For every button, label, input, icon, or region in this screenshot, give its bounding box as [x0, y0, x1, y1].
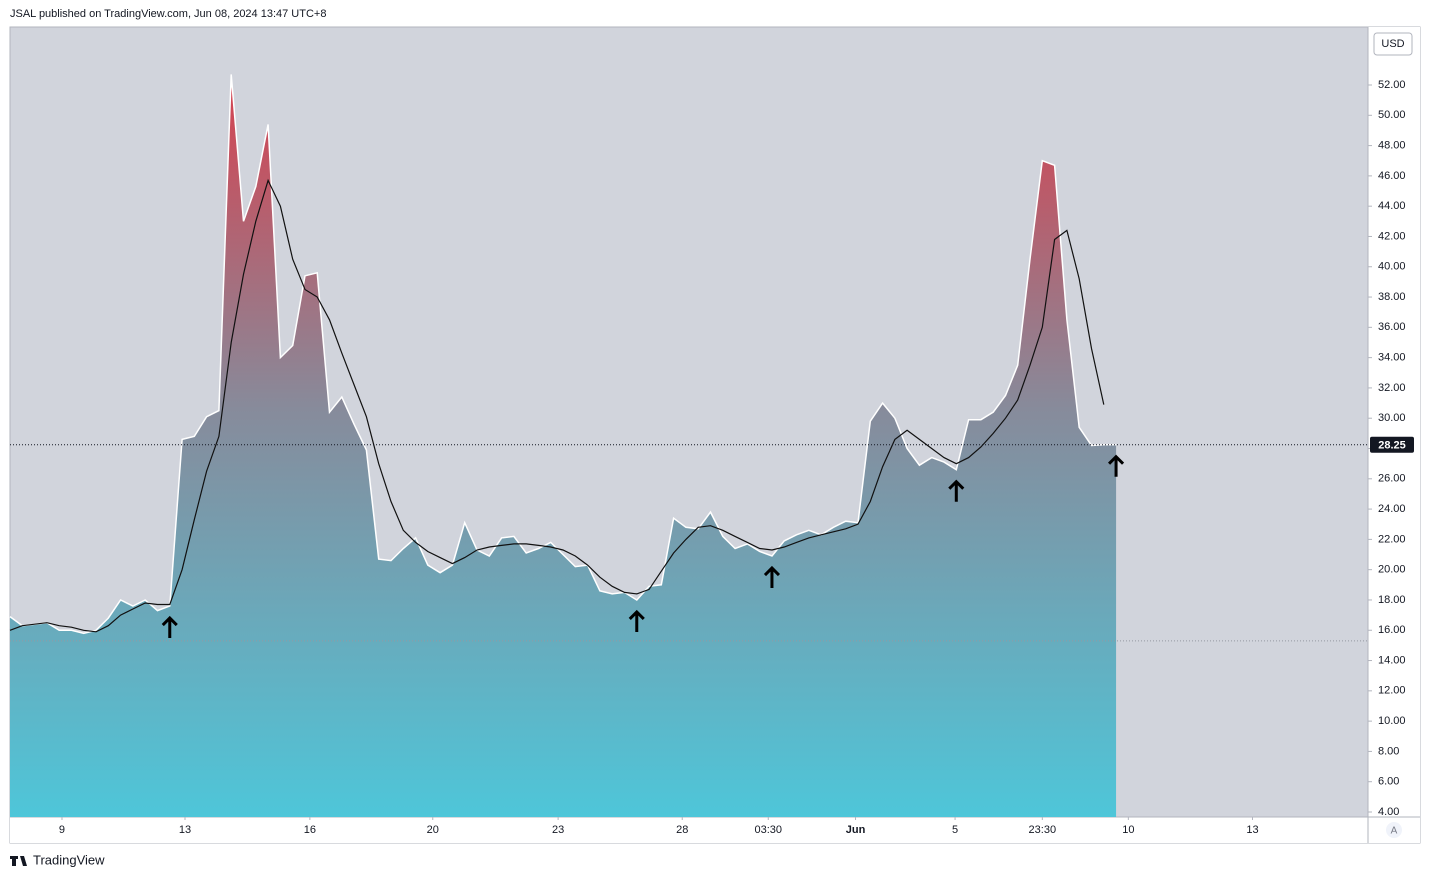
- time-axis: [10, 817, 1420, 843]
- ma-line: [9, 178, 1105, 633]
- brand: TradingView: [33, 852, 105, 867]
- y-tick-label: 36.00: [1378, 321, 1406, 333]
- x-tick-label: 10: [1122, 824, 1134, 836]
- x-tick-label: 9: [59, 824, 65, 836]
- x-tick-label: 23: [552, 824, 564, 836]
- x-tick-label: 5: [952, 824, 958, 836]
- auto-scale[interactable]: A: [1391, 826, 1398, 837]
- y-tick-label: 12.00: [1378, 685, 1406, 697]
- last-price-box: [1370, 436, 1414, 453]
- x-tick-label: Jun: [846, 824, 866, 836]
- x-tick-label: 16: [304, 824, 316, 836]
- y-tick-label: 10.00: [1378, 715, 1406, 727]
- x-tick-label: 23:30: [1029, 824, 1057, 836]
- y-tick-label: 20.00: [1378, 564, 1406, 576]
- y-tick-label: 44.00: [1378, 200, 1406, 212]
- x-tick-label: 28: [676, 824, 688, 836]
- signal-arrow: [161, 615, 178, 639]
- y-tick-label: 34.00: [1378, 352, 1406, 364]
- y-tick-label: 40.00: [1378, 261, 1406, 273]
- currency[interactable]: USD: [1381, 38, 1404, 50]
- y-tick-label: 50.00: [1378, 109, 1406, 121]
- signal-arrow: [948, 479, 965, 502]
- signal-arrow: [628, 609, 645, 632]
- y-tick-label: 8.00: [1378, 745, 1399, 757]
- signal-arrow: [763, 565, 781, 589]
- y-tick-label: 4.00: [1378, 806, 1399, 818]
- y-tick-label: 38.00: [1378, 291, 1406, 303]
- x-tick-label: 03:30: [755, 824, 783, 836]
- y-tick-label: 16.00: [1378, 624, 1406, 636]
- y-tick-label: 48.00: [1378, 139, 1406, 151]
- x-tick-label: 13: [1246, 824, 1258, 836]
- y-tick-label: 52.00: [1378, 79, 1406, 91]
- last-price-label: 28.25: [1378, 440, 1406, 452]
- y-tick-label: 18.00: [1378, 594, 1406, 606]
- x-tick-label: 20: [427, 824, 439, 836]
- y-tick-label: 6.00: [1378, 776, 1399, 788]
- auto-scale-button[interactable]: [1386, 822, 1402, 838]
- y-tick-label: 24.00: [1378, 503, 1406, 515]
- brand-logo: [10, 856, 27, 866]
- y-tick-label: 32.00: [1378, 382, 1406, 394]
- y-tick-label: 26.00: [1378, 473, 1406, 485]
- header-text: JSAL published on TradingView.com, Jun 0…: [10, 8, 326, 20]
- price-axis: [1368, 27, 1420, 817]
- signal-arrow: [1107, 454, 1125, 477]
- y-tick-label: 30.00: [1378, 412, 1406, 424]
- y-tick-label: 42.00: [1378, 230, 1406, 242]
- y-tick-label: 14.00: [1378, 654, 1406, 666]
- currency-button[interactable]: [1373, 32, 1413, 56]
- area-fill: [10, 74, 1117, 817]
- x-tick-label: 13: [179, 824, 191, 836]
- y-tick-label: 22.00: [1378, 533, 1406, 545]
- y-tick-label: 46.00: [1378, 170, 1406, 182]
- area-line: [9, 74, 1117, 635]
